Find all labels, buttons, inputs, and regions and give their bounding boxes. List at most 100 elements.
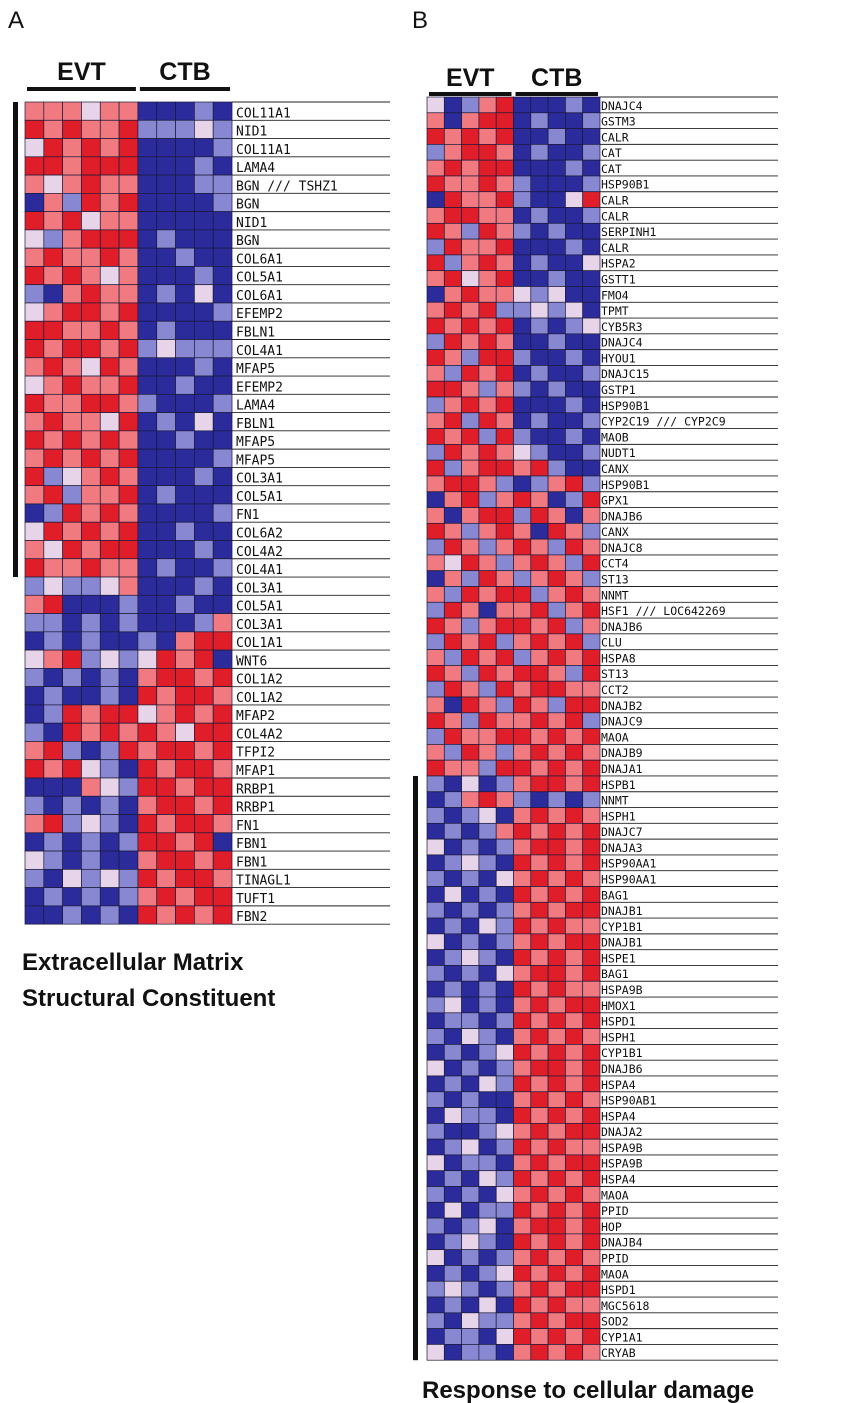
heatmap-cell <box>495 317 514 335</box>
heatmap-cell <box>81 503 101 523</box>
heatmap-cell <box>81 777 101 797</box>
heatmap-cell <box>81 887 101 907</box>
heatmap-cell <box>530 933 549 951</box>
heatmap-cell <box>461 1044 480 1061</box>
heatmap-cell <box>582 1012 601 1029</box>
heatmap-cell <box>513 854 532 872</box>
heatmap-cell <box>24 795 45 815</box>
heatmap-cell <box>582 886 601 903</box>
heatmap-cell <box>62 247 82 267</box>
heatmap-cell <box>547 744 566 761</box>
heatmap-cell <box>426 238 445 256</box>
heatmap-cell <box>175 631 195 651</box>
heatmap-cell <box>478 507 497 524</box>
heatmap-cell <box>137 302 158 322</box>
heatmap-cell <box>156 540 176 560</box>
gene-label: FBN1 <box>236 855 267 870</box>
heatmap-cell <box>62 375 82 395</box>
heatmap-cell <box>495 1296 514 1314</box>
gene-label: GSTM3 <box>601 115 636 129</box>
heatmap-cell <box>461 728 480 745</box>
heatmap-cell <box>565 1265 584 1282</box>
heatmap-cell <box>175 777 195 797</box>
heatmap-cell <box>565 1107 584 1124</box>
heatmap-cell <box>478 791 497 808</box>
heatmap-cell <box>565 1344 584 1361</box>
heatmap-cell <box>212 631 233 651</box>
heatmap-cell <box>547 380 566 398</box>
heatmap-cell <box>478 1280 497 1298</box>
heatmap-cell <box>118 704 139 724</box>
heatmap-cell <box>582 144 601 161</box>
heatmap-cell <box>81 832 101 852</box>
heatmap-cell <box>443 601 462 619</box>
heatmap-cell <box>513 1312 532 1329</box>
heatmap-cell <box>547 854 566 872</box>
heatmap-cell <box>81 302 101 322</box>
heatmap-cell <box>565 207 584 224</box>
heatmap-cell <box>175 412 195 432</box>
heatmap-cell <box>443 1186 462 1203</box>
heatmap-cell <box>137 503 158 523</box>
heatmap-cell <box>137 320 158 340</box>
heatmap-cell <box>565 1186 584 1203</box>
heatmap-cell <box>426 159 445 177</box>
heatmap-cells <box>24 101 233 925</box>
heatmap-cell <box>513 159 532 177</box>
heatmap-cell <box>547 207 566 224</box>
heatmap-cell <box>495 507 514 524</box>
gene-label: TINAGL1 <box>236 874 291 889</box>
heatmap-cell <box>582 1170 601 1187</box>
heatmap-cell <box>212 905 233 925</box>
heatmap-cell <box>426 538 445 556</box>
gene-label: HMOX1 <box>601 999 636 1013</box>
heatmap-cell <box>530 144 549 161</box>
heatmap-cell <box>530 1280 549 1298</box>
heatmap-cell <box>513 207 532 224</box>
heatmap-cell <box>478 144 497 161</box>
heatmap-cell <box>156 393 176 413</box>
heatmap-cell <box>582 538 601 556</box>
heatmap-cell <box>495 175 514 193</box>
heatmap-cell <box>547 1107 566 1124</box>
heatmap-cell <box>137 613 158 633</box>
heatmap-cell <box>547 822 566 840</box>
heatmap-cell <box>194 375 214 395</box>
heatmap-cell <box>118 375 139 395</box>
heatmap-cell <box>530 96 549 114</box>
heatmap-cell <box>478 1091 497 1108</box>
heatmap-cell <box>478 191 497 208</box>
heatmap-cell <box>175 814 195 834</box>
gene-label: WNT6 <box>236 654 267 669</box>
heatmap-cell <box>513 507 532 524</box>
heatmap-cell <box>565 744 584 761</box>
heatmap-cell <box>565 854 584 872</box>
heatmap-cell <box>461 1280 480 1298</box>
heatmap-cell <box>565 254 584 272</box>
heatmap-cell <box>565 712 584 729</box>
heatmap-cell <box>156 229 176 249</box>
heatmap-cell <box>495 1122 514 1140</box>
heatmap-cell <box>426 712 445 729</box>
gene-label: CAT <box>601 162 622 176</box>
heatmap-cell <box>24 814 45 834</box>
heatmap-cell <box>495 1201 514 1219</box>
heatmap-cell <box>478 744 497 761</box>
gene-label: FBN1 <box>236 837 267 852</box>
heatmap-cell <box>43 668 63 687</box>
heatmap-cell <box>212 211 233 231</box>
heatmap-cell <box>137 668 158 687</box>
heatmap-cell <box>547 507 566 524</box>
heatmap-cell <box>443 854 462 872</box>
heatmap-cell <box>547 1265 566 1282</box>
heatmap-cell <box>478 128 497 145</box>
heatmap-cell <box>565 822 584 840</box>
gene-label: DNAJA3 <box>601 841 643 855</box>
heatmap-cell <box>565 175 584 193</box>
heatmap-cell <box>81 211 101 231</box>
heatmap-cell <box>212 668 233 687</box>
heatmap-cell <box>426 254 445 272</box>
heatmap-cell <box>478 1170 497 1187</box>
heatmap-cell <box>495 207 514 224</box>
heatmap-cell <box>547 791 566 808</box>
